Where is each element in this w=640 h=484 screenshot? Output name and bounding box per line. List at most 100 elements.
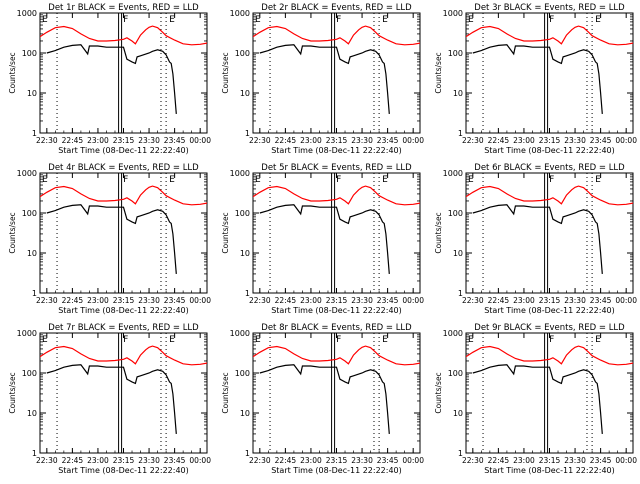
x-axis-label: Start Time (08-Dec-11 22:22:40) (484, 146, 615, 155)
panel-1: Det 1r BLACK = Events, RED = LLD 1 10 100 10… (8, 3, 211, 155)
panel-title: Det 2r BLACK = Events, RED = LLD (261, 3, 412, 13)
plot-frame (252, 332, 421, 454)
plot-frame (252, 12, 421, 134)
x-axis-label: Start Time (08-Dec-11 22:22:40) (484, 306, 615, 315)
panel-title: Det 5r BLACK = Events, RED = LLD (261, 163, 412, 173)
x-tick-label: 22:30 (249, 136, 271, 145)
x-tick-label: 23:45 (377, 136, 399, 145)
marker-label: E (382, 175, 388, 185)
y-tick-label: 10 (27, 249, 37, 258)
plot-frame (465, 12, 634, 134)
x-tick-label: 23:00 (87, 296, 109, 305)
panel-title: Det 1r BLACK = Events, RED = LLD (48, 3, 199, 13)
marker-label-left: E (42, 335, 48, 345)
plot-frame (465, 172, 634, 294)
events-series-line (259, 204, 390, 274)
panel-title: Det 3r BLACK = Events, RED = LLD (474, 3, 625, 13)
marker-label-left: E (468, 15, 474, 25)
y-tick-label: 1000 (17, 329, 37, 338)
y-tick-label: 100 (235, 49, 250, 58)
lld-series-line (253, 25, 420, 46)
y-axis-label: Counts/sec (221, 52, 230, 93)
series-group (466, 25, 633, 114)
marker-label: E (595, 15, 601, 25)
marker-label: E (169, 15, 175, 25)
x-axis-label: Start Time (08-Dec-11 22:22:40) (58, 306, 189, 315)
x-tick-label: 23:00 (87, 456, 109, 465)
panel-title: Det 8r BLACK = Events, RED = LLD (261, 323, 412, 333)
x-tick-label: 00:00 (189, 296, 211, 305)
x-tick-label: 22:45 (488, 136, 510, 145)
x-axis-label: Start Time (08-Dec-11 22:22:40) (271, 146, 402, 155)
x-tick-label: 23:30 (351, 456, 373, 465)
x-tick-label: 23:45 (377, 296, 399, 305)
x-tick-label: 23:15 (113, 456, 135, 465)
y-tick-label: 1 (458, 449, 463, 458)
marker-label-left: E (468, 335, 474, 345)
marker-label-left: E (255, 15, 261, 25)
x-tick-label: 23:45 (590, 136, 612, 145)
plot-frame (39, 332, 208, 454)
lld-series-line (466, 25, 633, 46)
lld-series-line (466, 185, 633, 206)
y-tick-label: 1000 (443, 9, 463, 18)
marker-label: F (123, 175, 128, 185)
x-tick-label: 23:15 (326, 456, 348, 465)
marker-label: F (549, 15, 554, 25)
x-tick-label: 23:15 (113, 136, 135, 145)
marker-label: E (382, 15, 388, 25)
x-tick-label: 23:00 (513, 296, 535, 305)
y-tick-label: 1000 (17, 169, 37, 178)
events-series-line (46, 44, 177, 114)
x-tick-label: 22:45 (488, 296, 510, 305)
y-tick-label: 1 (245, 129, 250, 138)
plot-frame (39, 12, 208, 134)
y-tick-label: 1 (245, 289, 250, 298)
panel-8: Det 8r BLACK = Events, RED = LLD 1 10 100 10… (221, 323, 424, 475)
y-axis-label: Counts/sec (221, 372, 230, 413)
x-axis-label: Start Time (08-Dec-11 22:22:40) (271, 306, 402, 315)
panel-title: Det 6r BLACK = Events, RED = LLD (474, 163, 625, 173)
marker-label-left: E (255, 335, 261, 345)
events-series-line (472, 364, 603, 434)
y-tick-label: 1 (245, 449, 250, 458)
plot-frame (39, 172, 208, 294)
marker-label: E (595, 335, 601, 345)
lld-series-line (40, 185, 207, 206)
y-tick-label: 10 (240, 249, 250, 258)
y-tick-label: 1000 (17, 9, 37, 18)
x-tick-label: 22:30 (36, 456, 58, 465)
y-axis-label: Counts/sec (221, 212, 230, 253)
x-tick-label: 23:15 (326, 136, 348, 145)
x-tick-label: 00:00 (402, 136, 424, 145)
marker-label: F (336, 175, 341, 185)
y-tick-label: 100 (448, 49, 463, 58)
x-axis-label: Start Time (08-Dec-11 22:22:40) (58, 146, 189, 155)
events-series-line (472, 204, 603, 274)
lld-series-line (253, 345, 420, 366)
x-tick-label: 23:15 (539, 136, 561, 145)
panel-title: Det 4r BLACK = Events, RED = LLD (48, 163, 199, 173)
x-tick-label: 00:00 (189, 456, 211, 465)
series-group (253, 345, 420, 434)
y-axis-label: Counts/sec (434, 52, 443, 93)
marker-label: E (169, 335, 175, 345)
x-tick-label: 23:30 (138, 136, 160, 145)
panel-5: Det 5r BLACK = Events, RED = LLD 1 10 100 10… (221, 163, 424, 315)
x-axis-label: Start Time (08-Dec-11 22:22:40) (484, 466, 615, 475)
series-group (466, 185, 633, 274)
x-tick-label: 22:30 (249, 296, 271, 305)
y-tick-label: 1000 (443, 169, 463, 178)
x-tick-label: 23:15 (113, 296, 135, 305)
x-tick-label: 23:30 (564, 136, 586, 145)
x-tick-label: 00:00 (402, 296, 424, 305)
x-tick-label: 23:30 (351, 136, 373, 145)
y-tick-label: 1 (32, 449, 37, 458)
x-tick-label: 23:15 (326, 296, 348, 305)
x-tick-label: 00:00 (615, 136, 637, 145)
y-tick-label: 100 (22, 49, 37, 58)
series-group (253, 185, 420, 274)
panel-9: Det 9r BLACK = Events, RED = LLD 1 10 100 10… (434, 323, 637, 475)
y-tick-label: 1000 (230, 329, 250, 338)
